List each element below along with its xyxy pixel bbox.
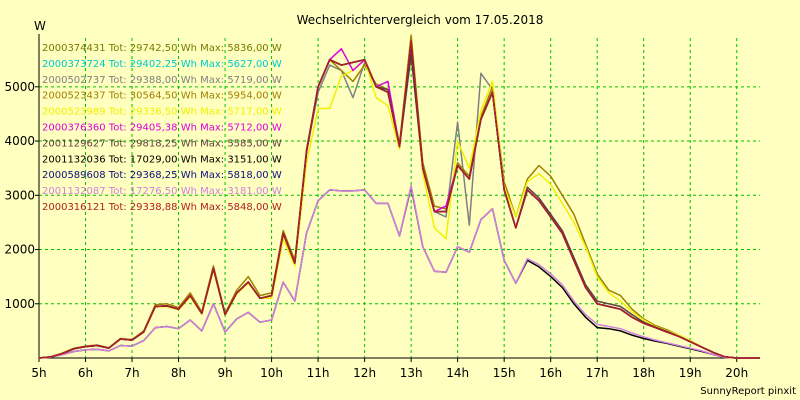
series-line-2000316121 (38, 40, 760, 359)
legend-entry-2000523989: 2000523989 Tot: 29336,50 Wh Max: 5717,00… (42, 107, 282, 118)
y-tick-label: 3000 (4, 188, 35, 202)
series-lines (38, 34, 760, 359)
y-tick-label: 2000 (4, 243, 35, 257)
legend-entry-2000373724: 2000373724 Tot: 29402,25 Wh Max: 5627,00… (42, 59, 282, 70)
x-tick-label: 9h (217, 366, 232, 380)
legend-entry-2000376360: 2000376360 Tot: 29405,38 Wh Max: 5712,00… (42, 123, 282, 134)
legend-entry-2001129627: 2001129627 Tot: 29818,25 Wh Max: 5585,00… (42, 138, 282, 149)
series-line-2001132087 (38, 184, 760, 359)
y-tick-label: 4000 (4, 134, 35, 148)
legend-entry-2001132087: 2001132087 Tot: 17276,50 Wh Max: 3181,00… (42, 186, 282, 197)
x-tick-label: 15h (493, 366, 516, 380)
x-tick-label: 13h (400, 366, 423, 380)
grid (39, 38, 760, 358)
chart-title: Wechselrichtervergleich vom 17.05.2018 (297, 13, 544, 27)
x-tick-label: 6h (78, 366, 93, 380)
x-tick-label: 8h (171, 366, 186, 380)
x-tick-label: 20h (725, 366, 748, 380)
legend-entry-2000523437: 2000523437 Tot: 30564,50 Wh Max: 5954,00… (42, 91, 282, 102)
legend-entry-2000502737: 2000502737 Tot: 29388,00 Wh Max: 5719,00… (42, 75, 282, 86)
legend: 2000374431 Tot: 29742,50 Wh Max: 5836,00… (42, 43, 282, 213)
x-tick-label: 16h (539, 366, 562, 380)
legend-entry-2000374431: 2000374431 Tot: 29742,50 Wh Max: 5836,00… (42, 43, 282, 54)
y-axis-unit-label: W (34, 19, 46, 33)
x-tick-label: 19h (679, 366, 702, 380)
x-tick-label: 12h (353, 366, 376, 380)
x-tick-label: 5h (31, 366, 46, 380)
x-tick-label: 10h (260, 366, 283, 380)
y-tick-label: 1000 (4, 297, 35, 311)
footer-credit: SunnyReport pinxit (700, 386, 796, 397)
legend-entry-2000589608: 2000589608 Tot: 29368,25 Wh Max: 5818,00… (42, 170, 282, 181)
x-tick-label: 17h (586, 366, 609, 380)
axes: 5h 6h 7h 8h 9h 10h 11h 12h 13h 14h 15h 16h 17h 18h 19h… (4, 34, 760, 380)
series-line-2000374431 (38, 40, 760, 359)
legend-entry-2000316121: 2000316121 Tot: 29338,88 Wh Max: 5848,00… (42, 202, 282, 213)
x-tick-label: 18h (632, 366, 655, 380)
legend-entry-2001132036: 2001132036 Tot: 17029,00 Wh Max: 3151,00… (42, 154, 282, 165)
x-tick-label: 14h (446, 366, 469, 380)
x-tick-label: 7h (124, 366, 139, 380)
y-tick-label: 5000 (4, 80, 35, 94)
x-tick-label: 11h (307, 366, 330, 380)
